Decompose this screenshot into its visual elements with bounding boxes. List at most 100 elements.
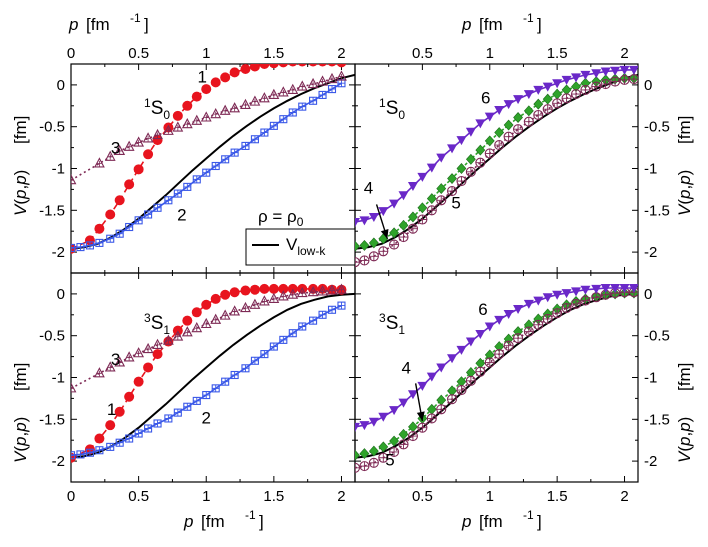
data-point-6 [628, 65, 638, 75]
data-point-6 [600, 284, 611, 294]
data-point-5 [542, 104, 553, 115]
data-point-6 [561, 75, 572, 85]
svg-text:[fm: [fm [479, 512, 503, 531]
data-point-2 [183, 182, 192, 191]
data-point-6 [355, 218, 360, 228]
data-point-1 [268, 283, 279, 294]
data-point-5 [389, 446, 400, 457]
marker-plus [125, 435, 133, 443]
marker-plus [485, 148, 495, 158]
data-point-1 [210, 77, 221, 88]
marker-plus [71, 451, 75, 459]
marker-plus [175, 334, 181, 340]
data-point-5 [475, 366, 486, 377]
marker-plus [279, 115, 287, 123]
marker-plus [95, 239, 103, 247]
data-point-4 [398, 219, 409, 231]
marker-triangle [326, 72, 338, 84]
data-point-5 [456, 175, 467, 187]
data-point-1 [105, 209, 116, 220]
svg-text:[fm]: [fm] [675, 116, 694, 144]
data-point-5 [484, 148, 495, 159]
marker-plus [222, 313, 228, 319]
marker-plus [427, 413, 437, 423]
marker-plus [562, 303, 572, 313]
data-point-5 [355, 257, 361, 268]
marker-plus [184, 121, 190, 128]
data-point-5 [407, 430, 418, 442]
marker-triangle [240, 301, 251, 313]
partial-wave-label: 3S1 [379, 311, 405, 337]
svg-text:[fm: [fm [86, 15, 110, 34]
svg-text:-1: -1 [245, 508, 256, 522]
marker-triangle [287, 288, 299, 299]
data-point-4 [542, 93, 553, 105]
marker-plus [359, 461, 369, 471]
data-point-3 [172, 330, 184, 341]
data-point-2 [153, 203, 162, 212]
data-point-1 [133, 164, 144, 175]
data-point-3 [152, 338, 163, 349]
data-point-5 [389, 239, 400, 250]
x-tick-label: 1.5 [547, 45, 568, 62]
data-point-6 [619, 65, 630, 75]
data-point-1 [191, 307, 202, 318]
marker-plus [231, 149, 239, 157]
data-point-5 [580, 84, 591, 95]
marker-plus [289, 329, 297, 337]
data-point-6 [398, 191, 409, 201]
marker-plus [270, 122, 278, 130]
data-point-2 [95, 238, 104, 247]
data-point-3 [268, 292, 280, 303]
data-point-1 [210, 293, 221, 304]
data-point-5 [426, 413, 437, 424]
marker-triangle [326, 284, 338, 295]
data-point-6 [533, 85, 544, 95]
data-point-5 [398, 232, 409, 243]
marker-triangle [249, 298, 261, 309]
marker-plus [232, 105, 238, 112]
data-point-2 [153, 419, 162, 428]
y-tick-label: -1.5 [39, 202, 65, 219]
marker-plus [242, 305, 248, 312]
x-tick-label: 1 [486, 488, 494, 505]
marker-plus [213, 317, 219, 323]
marker-plus [310, 81, 316, 88]
marker-plus [231, 371, 239, 379]
marker-triangle [71, 174, 77, 185]
marker-plus [408, 431, 418, 441]
marker-triangle [317, 285, 328, 296]
data-point-2 [134, 429, 143, 438]
data-point-6 [447, 354, 458, 364]
marker-plus [96, 160, 102, 167]
y-tick-label: 0 [644, 286, 652, 303]
x-tick-label: 0 [67, 488, 75, 505]
data-point-2 [192, 396, 201, 405]
data-point-6 [533, 296, 544, 306]
y-tick-label: -0.5 [644, 119, 670, 136]
data-point-2 [164, 414, 173, 423]
data-point-1 [201, 299, 212, 310]
marker-plus [252, 99, 258, 105]
x-tick-label: 1.5 [263, 488, 284, 505]
marker-plus [251, 135, 259, 143]
data-point-6 [513, 95, 524, 105]
marker-plus [106, 443, 114, 451]
marker-triangle [172, 121, 184, 132]
marker-plus [524, 117, 534, 127]
data-point-3 [104, 150, 116, 161]
marker-plus [106, 235, 114, 243]
data-point-5 [368, 457, 379, 468]
data-point-2 [173, 189, 182, 198]
marker-triangle [307, 286, 319, 297]
data-point-2 [221, 155, 230, 164]
data-point-6 [610, 284, 621, 294]
marker-plus [251, 357, 259, 365]
data-point-3 [326, 72, 338, 84]
data-point-5 [465, 166, 476, 177]
marker-triangle [296, 80, 308, 91]
marker-plus [580, 296, 590, 306]
y-tick-label: -1.5 [644, 411, 670, 428]
data-point-2 [250, 135, 259, 144]
